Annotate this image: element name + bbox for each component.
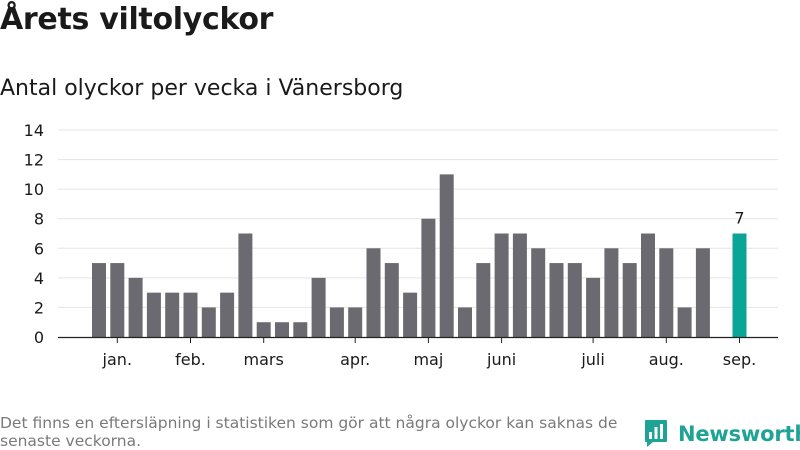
x-tick-label: feb. <box>175 350 206 369</box>
x-tick-label: mars <box>244 350 284 369</box>
bar <box>512 233 527 337</box>
y-tick-label: 12 <box>24 151 44 170</box>
bar <box>476 263 491 337</box>
y-tick-label: 6 <box>34 239 44 258</box>
x-tick-label: apr. <box>340 350 370 369</box>
bar <box>641 233 655 337</box>
bar-chart: 0 2 4 6 8 10 12 14 7 jan. feb. mars apr. maj juni juli a… <box>24 121 778 369</box>
bar <box>567 263 582 337</box>
bar <box>622 263 637 337</box>
y-tick-label: 8 <box>34 210 44 229</box>
bar <box>329 307 344 337</box>
bar <box>146 292 161 337</box>
bar <box>311 277 326 337</box>
bar <box>165 292 180 337</box>
bar <box>494 233 509 337</box>
bar <box>128 277 143 337</box>
bar <box>275 322 289 337</box>
bar <box>695 248 710 337</box>
bar <box>238 233 253 337</box>
y-tick-label: 2 <box>34 298 44 317</box>
y-tick-label: 0 <box>34 328 44 347</box>
bar <box>458 307 472 337</box>
bar <box>439 174 454 337</box>
bar <box>110 263 125 337</box>
y-tick-label: 10 <box>24 180 44 199</box>
brand-logo[interactable]: Newsworthy <box>644 419 800 448</box>
bar <box>256 322 271 337</box>
newsworthy-logo-icon <box>645 420 667 447</box>
x-tick-label: sep. <box>723 350 756 369</box>
x-tick-label: juli <box>580 350 604 369</box>
bar <box>183 292 198 337</box>
bar <box>604 248 619 337</box>
x-tick-label: maj <box>413 350 443 369</box>
bar <box>92 263 106 337</box>
x-tick-label: jan. <box>102 350 132 369</box>
chart-title: Årets viltolyckor <box>0 2 274 37</box>
bar <box>531 248 546 337</box>
footnote: Det finns en eftersläpning i statistiken… <box>0 414 618 450</box>
bar <box>659 248 674 337</box>
bar <box>421 218 436 337</box>
bar <box>201 307 216 337</box>
bar <box>384 263 399 337</box>
x-tick-label: juni <box>486 350 516 369</box>
bar <box>549 263 564 337</box>
bar <box>586 277 601 337</box>
y-tick-label: 4 <box>34 269 44 288</box>
data-label: 7 <box>734 209 744 228</box>
y-tick-label: 14 <box>24 121 44 140</box>
brand-name: Newsworthy <box>678 421 800 446</box>
bar <box>677 307 692 337</box>
bar <box>293 322 308 337</box>
chart-subtitle: Antal olyckor per vecka i Vänersborg <box>0 76 404 101</box>
bar <box>220 292 235 337</box>
bar-highlighted <box>732 233 747 337</box>
bar <box>348 307 363 337</box>
bar <box>366 248 381 337</box>
x-tick-label: aug. <box>649 350 684 369</box>
bar <box>403 292 418 337</box>
